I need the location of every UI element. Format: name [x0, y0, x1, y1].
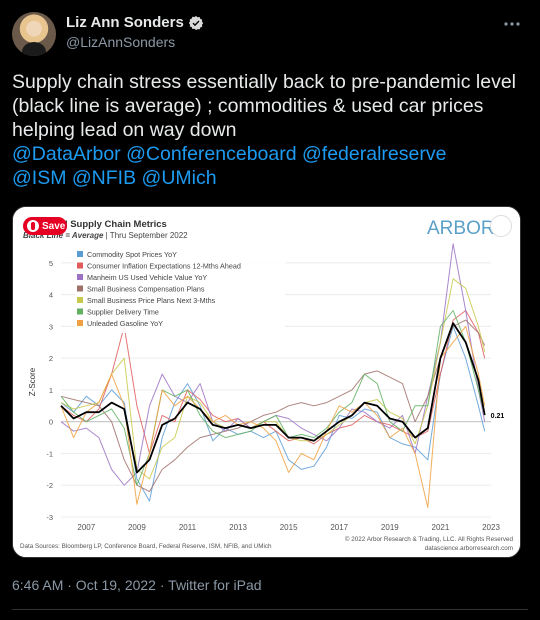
legend-entry: Supplier Delivery Time: [87, 308, 159, 317]
chart-subtitle-suffix: | Thru September 2022: [103, 231, 188, 240]
tweet-timestamp[interactable]: 6:46 AM · Oct 19, 2022 · Twitter for iPa…: [12, 577, 262, 593]
mention-link[interactable]: @UMich: [141, 167, 217, 189]
y-tick-label: 0: [49, 418, 53, 427]
legend-swatch: [77, 320, 83, 326]
mention-link[interactable]: @ISM: [12, 167, 67, 189]
chart-title: …ed Supply Chain Metrics: [47, 219, 167, 230]
verified-badge-icon: [188, 15, 203, 30]
end-value-label: 0.21: [491, 413, 505, 420]
y-tick-label: -3: [46, 513, 53, 522]
chart-subtitle-prefix: Black Line = Average: [23, 231, 104, 240]
avatar[interactable]: [12, 12, 56, 56]
tweet-body: Supply chain stress essentially back to …: [12, 71, 517, 141]
legend-entry: Manheim US Used Vehicle Value YoY: [87, 273, 207, 282]
legend-entry: Commodity Spot Prices YoY: [87, 250, 177, 259]
legend-entry: Small Business Compensation Plans: [87, 285, 205, 294]
mention-link[interactable]: @DataArbor: [12, 143, 121, 165]
y-tick-label: 1: [49, 386, 53, 395]
legend-entry: Consumer Inflation Expectations 12-Mths …: [87, 262, 241, 271]
x-tick-label: 2015: [280, 523, 298, 532]
legend-entry: Small Business Price Plans Next 3-Mths: [87, 296, 216, 305]
series-line: [60, 325, 486, 508]
website: datascience.arborresearch.com: [425, 545, 513, 552]
copyright: © 2022 Arbor Research & Trading, LLC. Al…: [345, 535, 514, 543]
y-tick-label: -1: [46, 449, 53, 458]
author-name[interactable]: Liz Ann Sonders: [66, 14, 184, 31]
tweet-text: Supply chain stress essentially back to …: [12, 70, 522, 190]
more-options-icon[interactable]: [502, 14, 522, 34]
mention-link[interactable]: @NFIB: [71, 167, 137, 189]
pinterest-save-button[interactable]: Save: [23, 217, 67, 235]
series-line: [60, 319, 486, 493]
save-label: Save: [42, 220, 66, 232]
author-handle[interactable]: @LizAnnSonders: [66, 34, 176, 50]
legend-box: [75, 247, 285, 333]
chart-subtitle: Black Line = Average | Thru September 20…: [23, 231, 188, 240]
tweet-media[interactable]: …ed Supply Chain Metrics Black Line = Av…: [12, 206, 521, 558]
chart: …ed Supply Chain Metrics Black Line = Av…: [13, 207, 520, 557]
legend-swatch: [77, 285, 83, 292]
x-tick-label: 2009: [128, 523, 146, 532]
series-line: [60, 322, 486, 474]
brand-logo: ARBOR: [427, 218, 495, 239]
y-tick-label: 5: [49, 259, 53, 268]
y-tick-label: 3: [49, 322, 53, 331]
y-tick-label: 4: [49, 291, 53, 300]
x-tick-label: 2017: [330, 523, 348, 532]
visual-search-icon[interactable]: [490, 215, 512, 237]
x-tick-label: 2021: [432, 523, 450, 532]
y-tick-label: -2: [46, 481, 53, 490]
x-tick-label: 2007: [77, 523, 95, 532]
series-line: [60, 310, 486, 486]
x-tick-label: 2023: [482, 523, 500, 532]
legend-swatch: [77, 274, 83, 280]
mention-link[interactable]: @federalreserve: [302, 143, 447, 165]
author-row: Liz Ann Sonders: [66, 14, 204, 31]
x-tick-label: 2019: [381, 523, 399, 532]
data-source: Data Sources: Bloomberg LP, Conference B…: [20, 543, 272, 550]
y-tick-label: 2: [49, 354, 53, 363]
legend-entry: Unleaded Gasoline YoY: [87, 319, 163, 328]
y-axis-label: Z-Score: [28, 367, 37, 396]
legend-swatch: [77, 308, 83, 315]
legend-swatch: [77, 297, 83, 303]
x-tick-label: 2011: [179, 523, 197, 532]
mention-link[interactable]: @Conferenceboard: [126, 143, 297, 165]
legend-swatch: [77, 251, 83, 257]
x-tick-label: 2013: [229, 523, 247, 532]
legend-swatch: [77, 262, 83, 269]
plot-area: 5 4 3 2 1 0 -1 -2 -3 2007 2009 2011 2013 2015 2017 2019…: [46, 243, 505, 532]
divider: [12, 609, 528, 610]
series-line: [60, 278, 486, 480]
pinterest-icon: [27, 220, 39, 232]
